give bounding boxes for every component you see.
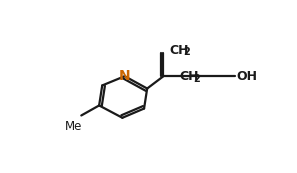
Text: 2: 2 [184,47,190,57]
Text: Me: Me [65,120,82,133]
Text: OH: OH [236,70,257,83]
Text: CH: CH [180,70,199,83]
Text: 2: 2 [194,74,200,84]
Text: N: N [119,69,130,83]
Text: CH: CH [170,44,189,57]
